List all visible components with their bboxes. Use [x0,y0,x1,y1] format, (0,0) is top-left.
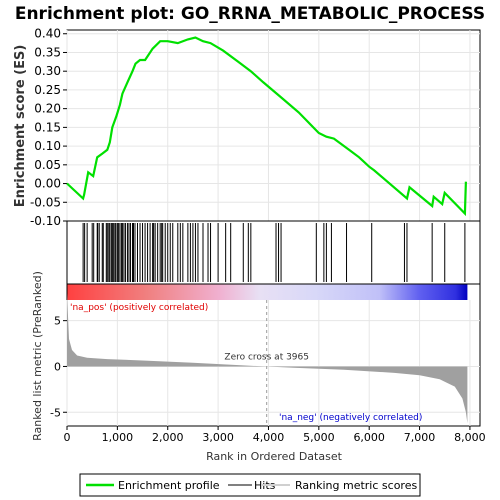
x-tick-label: 2,000 [152,431,184,444]
metric-panel: -505 Zero cross at 3965 'na_pos' (positi… [31,271,481,441]
metric-y-axis-label: Ranked list metric (PreRanked) [31,271,44,441]
es-y-tick-label: 0.35 [34,45,61,59]
es-y-tick-label: 0.05 [34,158,61,172]
es-y-tick-label: 0.10 [34,139,61,153]
x-axis-label: Rank in Ordered Dataset [206,450,343,463]
es-y-tick-label: 0.30 [34,64,61,78]
legend: Enrichment profile Hits Ranking metric s… [79,473,421,497]
metric-y-tick-label: 0 [54,360,61,373]
legend-profile-label: Enrichment profile [118,479,220,492]
es-y-tick-label: 0.25 [34,83,61,97]
heat-bar [67,284,468,300]
x-tick-label: 3,000 [202,431,234,444]
x-axis: 0 1,000 2,000 3,000 4,000 5,000 6,000 7,000 8,00… [64,426,486,444]
es-y-ticks: -0.10 -0.05 0.00 0.05 0.10 0.15 0.20 0.25 0.30 0.… [30,27,67,228]
x-tick-label: 1,000 [102,431,134,444]
x-tick-label: 5,000 [303,431,335,444]
x-tick-label: 6,000 [353,431,385,444]
x-tick-label: 0 [64,431,71,444]
metric-y-ticks: -5 0 5 [50,315,67,419]
es-y-tick-label: 0.40 [34,27,61,41]
es-y-tick-label: 0.00 [34,177,61,191]
zero-cross-label: Zero cross at 3965 [224,352,309,362]
es-y-axis-label: Enrichment score (ES) [13,45,28,208]
positive-label: 'na_pos' (positively correlated) [70,303,208,313]
es-y-tick-label: -0.05 [30,195,61,209]
metric-y-tick-label: 5 [54,315,61,328]
hits-panel [66,220,481,285]
es-y-tick-label: -0.10 [30,214,61,228]
es-y-tick-label: 0.20 [34,102,61,116]
x-tick-label: 7,000 [404,431,436,444]
es-panel: -0.10 -0.05 0.00 0.05 0.10 0.15 0.20 0.25 0.30 0.… [13,27,481,228]
es-panel-frame [66,29,481,222]
chart-title: Enrichment plot: GO_RRNA_METABOLIC_PROCE… [15,4,485,24]
hits-panel-frame [66,220,481,285]
x-tick-label: 8,000 [454,431,486,444]
hit-lines [82,223,466,282]
es-grid [66,30,480,222]
enrichment-profile-line [66,36,467,217]
metric-y-tick-label: -5 [50,406,61,419]
negative-label: 'na_neg' (negatively correlated) [279,413,422,423]
legend-metric-label: Ranking metric scores [295,479,417,492]
x-tick-label: 4,000 [253,431,285,444]
es-y-tick-label: 0.15 [34,120,61,134]
ranking-heat-bar [67,284,468,300]
